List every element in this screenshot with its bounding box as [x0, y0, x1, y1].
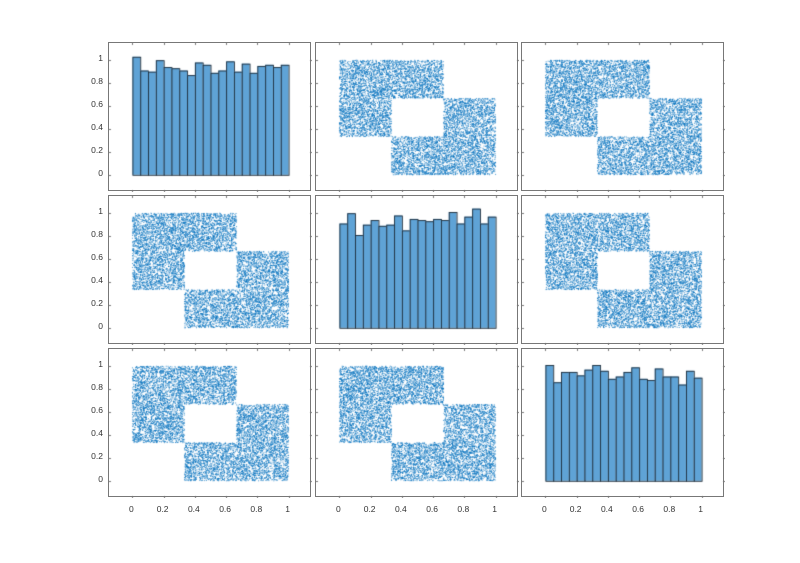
y-tick-label: 1	[98, 53, 103, 64]
x-tick-label: 0.6	[632, 504, 645, 514]
x-tick-label: 1	[285, 504, 290, 514]
plot-canvas	[109, 43, 312, 192]
y-tick-label: 0	[98, 473, 103, 484]
x-tick-label: 0.4	[187, 504, 200, 514]
scatter-panel-0-1	[315, 42, 519, 192]
y-tick-label: 0	[98, 167, 103, 178]
histogram-panel-0-0	[108, 42, 312, 192]
plot-canvas	[316, 43, 519, 192]
histogram-panel-1-1	[315, 195, 519, 345]
histogram-panel-2-2	[521, 348, 725, 498]
y-tick-label: 0.2	[91, 297, 103, 308]
y-tick-label: 0	[98, 320, 103, 331]
plot-canvas	[522, 349, 725, 498]
plot-canvas	[522, 43, 725, 192]
y-tick-label: 0.6	[91, 252, 103, 263]
x-tick-label: 0.4	[394, 504, 407, 514]
y-tick-label: 0.4	[91, 121, 103, 132]
plot-canvas	[109, 196, 312, 345]
plot-canvas	[522, 196, 725, 345]
x-tick-label: 0.2	[156, 504, 169, 514]
plot-canvas	[316, 349, 519, 498]
x-tick-label: 0.2	[363, 504, 376, 514]
y-tick-label: 0.4	[91, 274, 103, 285]
x-tick-label: 0.8	[457, 504, 470, 514]
x-tick-label: 0.8	[663, 504, 676, 514]
y-tick-label: 0.8	[91, 382, 103, 393]
x-tick-label: 0.8	[250, 504, 263, 514]
y-tick-label: 0.2	[91, 144, 103, 155]
x-tick-label: 1	[698, 504, 703, 514]
x-tick-label: 0.6	[219, 504, 232, 514]
x-tick-label: 0	[129, 504, 134, 514]
x-tick-label: 0.6	[426, 504, 439, 514]
scatter-panel-1-2	[521, 195, 725, 345]
y-tick-label: 1	[98, 359, 103, 370]
x-tick-label: 1	[492, 504, 497, 514]
x-tick-label: 0.4	[600, 504, 613, 514]
x-tick-label: 0	[336, 504, 341, 514]
y-tick-label: 0.8	[91, 76, 103, 87]
plot-canvas	[109, 349, 312, 498]
x-tick-label: 0	[542, 504, 547, 514]
y-tick-label: 0.8	[91, 229, 103, 240]
y-tick-label: 0.2	[91, 450, 103, 461]
scatter-panel-1-0	[108, 195, 312, 345]
scatter-panel-2-1	[315, 348, 519, 498]
scatter-panel-2-0	[108, 348, 312, 498]
x-tick-label: 0.2	[569, 504, 582, 514]
y-tick-label: 0.4	[91, 427, 103, 438]
y-tick-label: 0.6	[91, 405, 103, 416]
plot-canvas	[316, 196, 519, 345]
y-tick-label: 0.6	[91, 99, 103, 110]
scatter-panel-0-2	[521, 42, 725, 192]
y-tick-label: 1	[98, 206, 103, 217]
